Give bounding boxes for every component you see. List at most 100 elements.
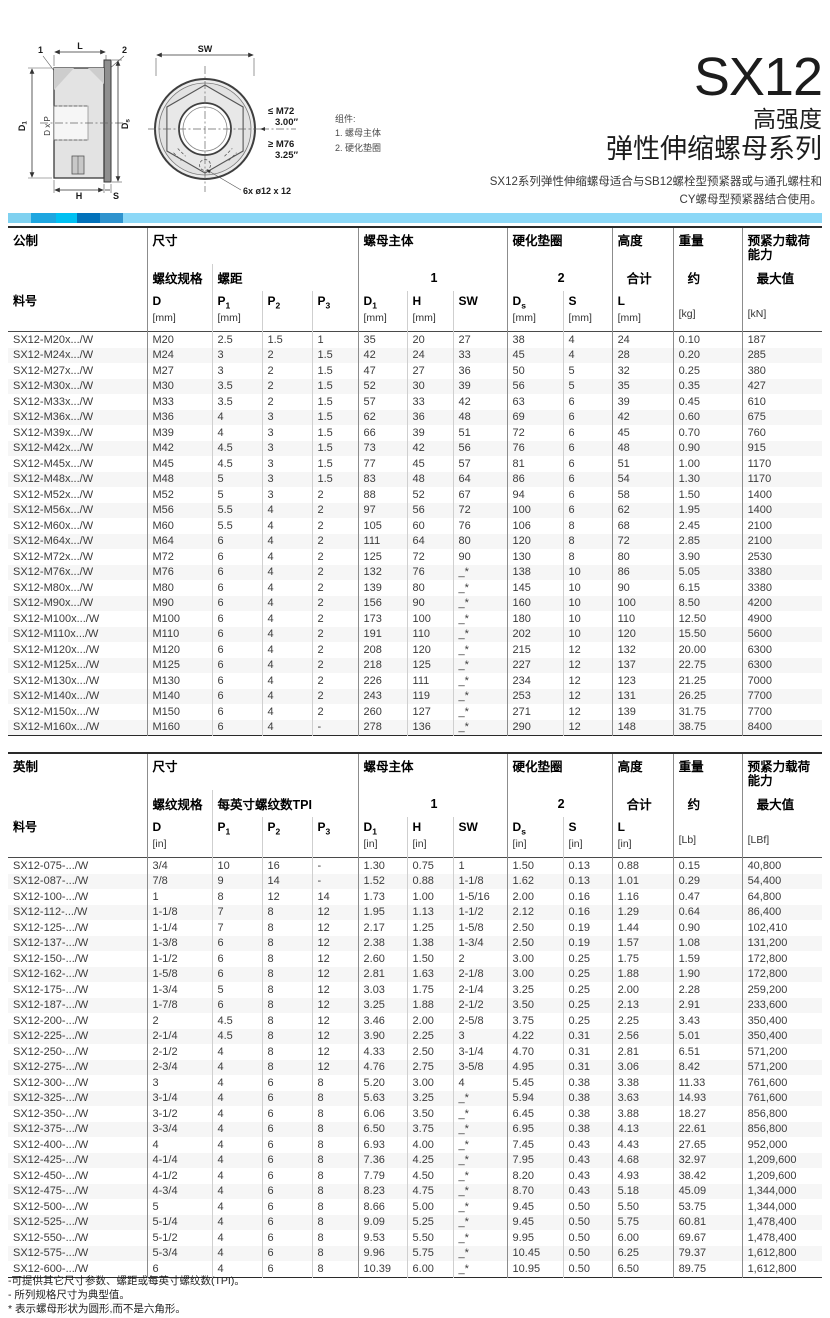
value-cell: 3: [452, 1028, 508, 1044]
hardened-washer-section: [103, 59, 112, 183]
value-cell: 1-5/8: [146, 966, 212, 982]
value-cell: 8: [311, 1214, 359, 1230]
value-cell: 0.43: [562, 1137, 613, 1153]
value-cell: M42: [146, 440, 212, 456]
part-number-header: 料号: [13, 820, 38, 834]
value-cell: _*: [452, 704, 508, 720]
table-row: SX12-M27x.../W M27 3 2 1.5 47 27 36 50 5 32 0.25 380: [8, 363, 823, 379]
value-cell: 4: [211, 1199, 262, 1215]
value-cell: 1.5: [311, 425, 359, 441]
value-cell: 7700: [741, 704, 823, 720]
value-cell: 145: [506, 580, 564, 596]
value-cell: 3.5: [211, 378, 262, 394]
value-cell: 120: [611, 626, 674, 642]
footnote-line-3: * 表示螺母形状为圆形,而不是六角形。: [8, 1303, 186, 1316]
value-cell: 6.06: [357, 1106, 408, 1122]
table-row: SX12-550-.../W 5-1/2 4 6 8 9.53 5.50 _* 9.95 0.50…: [8, 1230, 823, 1246]
weight-approx-label: 约: [672, 264, 743, 291]
value-cell: 4: [211, 1183, 262, 1199]
value-cell: 2: [311, 704, 359, 720]
value-cell: 2.5: [211, 331, 262, 348]
value-cell: 2: [311, 487, 359, 503]
col-header-d: D [mm]: [146, 291, 212, 332]
table-row: SX12-M39x.../W M39 4 3 1.5 66 39 51 72 6 45 0.70 760: [8, 425, 823, 441]
value-cell: 8: [311, 1137, 359, 1153]
table-row: SX12-M130x.../W M130 6 4 2 226 111 _* 234 12 123 21…: [8, 673, 823, 689]
value-cell: 2.50: [506, 935, 564, 951]
dimensions-group-header: 尺寸: [146, 753, 359, 790]
value-cell: 6: [211, 997, 262, 1013]
value-cell: -: [311, 719, 359, 736]
value-cell: 53.75: [672, 1199, 743, 1215]
value-cell: 2.28: [672, 982, 743, 998]
value-cell: 2: [311, 549, 359, 565]
col-header-d: D [in]: [146, 817, 212, 858]
dim-label-h: H: [76, 191, 83, 200]
value-cell: 2100: [741, 533, 823, 549]
value-cell: 8400: [741, 719, 823, 736]
value-cell: 0.29: [672, 873, 743, 889]
value-cell: 1.5: [311, 440, 359, 456]
value-cell: 2.25: [611, 1013, 674, 1029]
value-cell: 156: [357, 595, 408, 611]
callout-2-label: 2: [122, 45, 127, 55]
table-row: SX12-275-.../W 2-3/4 4 8 12 4.76 2.75 3-5/8 4.95…: [8, 1059, 823, 1075]
col-header-ds: Ds [in]: [506, 817, 564, 858]
value-cell: 6.45: [506, 1106, 564, 1122]
value-cell: _*: [452, 1090, 508, 1106]
col-header-sw: SW: [452, 817, 508, 858]
value-cell: 1.16: [611, 889, 674, 905]
value-cell: 1,209,600: [741, 1152, 823, 1168]
value-cell: 571,200: [741, 1059, 823, 1075]
part-number-cell: SX12-M20x.../W: [13, 333, 94, 346]
value-cell: 1400: [741, 502, 823, 518]
col-header-h: H [mm]: [406, 291, 454, 332]
value-cell: 3380: [741, 580, 823, 596]
value-cell: _*: [452, 1183, 508, 1199]
value-cell: 12: [562, 642, 613, 658]
value-cell: 675: [741, 409, 823, 425]
value-cell: 125: [406, 657, 454, 673]
value-cell: 38.42: [672, 1168, 743, 1184]
value-cell: 12: [311, 982, 359, 998]
value-cell: 62: [357, 409, 408, 425]
value-cell: 10: [562, 580, 613, 596]
footnote-line-2: - 所列规格尺寸为典型值。: [8, 1289, 130, 1302]
value-cell: M72: [146, 549, 212, 565]
value-cell: 3.90: [672, 549, 743, 565]
value-cell: 0.25: [562, 1013, 613, 1029]
value-cell: 3: [146, 1075, 212, 1091]
value-cell: 7: [211, 904, 262, 920]
table-row: SX12-M160x.../W M160 6 4-278 136 _* 290 12 148 38…: [8, 719, 823, 736]
value-cell: 0.90: [672, 920, 743, 936]
value-cell: _*: [452, 1214, 508, 1230]
part-number-cell: SX12-M80x.../W: [13, 581, 94, 594]
value-cell: 7: [211, 920, 262, 936]
value-cell: 24: [611, 331, 674, 348]
value-cell: 6: [261, 1090, 312, 1106]
value-cell: 2.75: [406, 1059, 454, 1075]
value-cell: 56: [452, 440, 508, 456]
col-header-l: L [mm]: [611, 291, 674, 332]
value-cell: 12: [311, 1059, 359, 1075]
value-cell: 0.31: [562, 1028, 613, 1044]
value-cell: 278: [357, 719, 408, 736]
table-row: SX12-M24x.../W M24 3 2 1.5 42 24 33 45 4 28 0.20 285: [8, 347, 823, 363]
value-cell: 148: [611, 719, 674, 736]
part-number-cell: SX12-M120x.../W: [13, 643, 100, 656]
value-cell: 6: [211, 951, 262, 967]
value-cell: 4.43: [611, 1137, 674, 1153]
value-cell: 5.01: [672, 1028, 743, 1044]
dimensions-group-header: 尺寸: [146, 227, 359, 264]
value-cell: 4.70: [506, 1044, 564, 1060]
table-row: SX12-M33x.../W M33 3.5 2 1.5 57 33 42 63 6 39 0.45 6…: [8, 394, 823, 410]
value-cell: _*: [452, 595, 508, 611]
part-number-cell: SX12-M125x.../W: [13, 659, 100, 672]
value-cell: 0.50: [562, 1245, 613, 1261]
value-cell: 8.20: [506, 1168, 564, 1184]
value-cell: 2100: [741, 518, 823, 534]
value-cell: 4: [211, 1075, 262, 1091]
value-cell: 4900: [741, 611, 823, 627]
col-header-weight: [kg]: [672, 291, 743, 332]
value-cell: 24: [406, 347, 454, 363]
